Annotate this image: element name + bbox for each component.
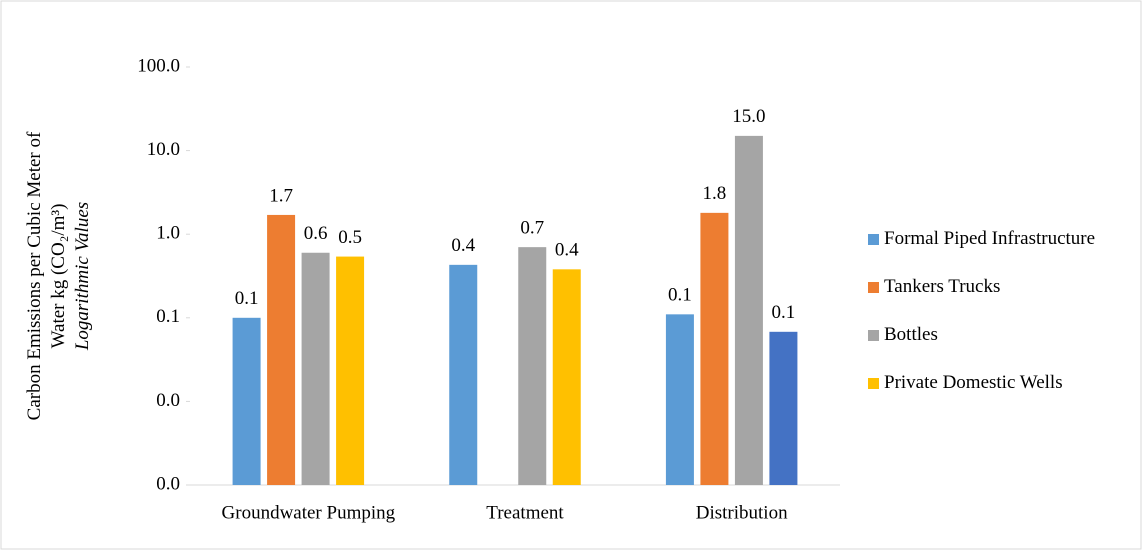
y-tick-label: 0.0 [156,390,180,411]
y-tick-label: 100.0 [137,55,180,76]
legend-swatch [868,282,879,293]
y-tick-label: 0.0 [156,473,180,494]
legend-swatch [868,234,879,245]
data-label: 0.4 [555,240,579,261]
legend-label: Bottles [884,324,938,345]
data-label: 1.8 [703,183,727,204]
y-label-line: Carbon Emissions per Cubic Meter of [24,131,45,420]
bar [336,256,365,485]
bar [552,269,581,485]
bar [734,135,763,485]
legend-label: Private Domestic Wells [884,372,1063,393]
data-label: 1.7 [269,185,293,206]
y-tick-label: 1.0 [156,223,180,244]
y-axis-label: Carbon Emissions per Cubic Meter of Water… [24,131,93,420]
bar [267,214,296,486]
data-label: 0.6 [304,223,328,244]
legend-label: Formal Piped Infrastructure [884,228,1096,249]
bar [665,314,694,485]
y-tick-label: 10.0 [147,139,180,160]
data-label: 15.0 [732,106,765,127]
data-label: 0.5 [338,227,362,248]
bar [769,331,798,485]
x-tick-label: Distribution [696,502,788,523]
data-label: 0.4 [451,235,475,256]
legend-item: Private Domestic Wells [868,372,1138,420]
bar [518,247,547,485]
bar [449,264,478,485]
data-label: 0.1 [235,288,259,309]
legend-swatch [868,378,879,389]
bar [301,252,330,485]
legend-item: Formal Piped Infrastructure [868,228,1138,276]
data-label: 0.7 [520,218,544,239]
x-tick-label: Treatment [486,502,564,523]
x-tick-label: Groundwater Pumping [222,502,396,523]
legend-label: Tankers Trucks [884,276,1001,297]
y-label-line: Logarithmic Values [72,202,93,351]
legend-swatch [868,330,879,341]
data-label: 0.1 [772,302,796,323]
data-label: 0.1 [668,285,692,306]
bar [700,212,729,485]
bar [232,317,261,485]
y-tick-label: 0.1 [156,306,180,327]
legend-item: Bottles [868,324,1138,372]
legend-item: Tankers Trucks [868,276,1138,324]
y-label-line: Water kg (CO₂/m³) [48,204,69,349]
legend: Formal Piped Infrastructure Tankers Truck… [868,228,1138,420]
